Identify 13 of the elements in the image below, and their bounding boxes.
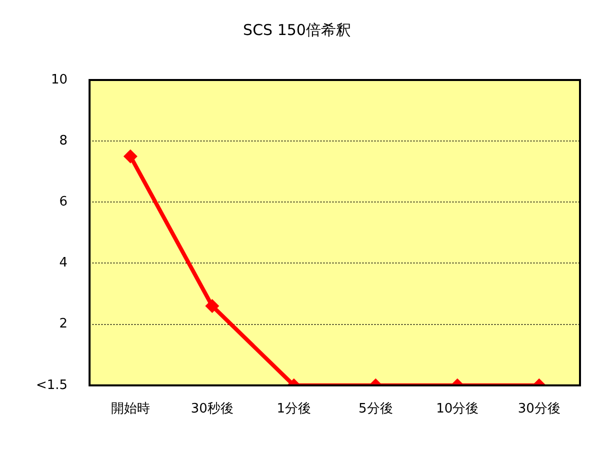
x-tick-label: 30分後 [518, 402, 560, 417]
y-tick-label: 10 [51, 72, 68, 88]
y-tick-label: 6 [59, 194, 68, 210]
x-tick-label: 5分後 [358, 402, 393, 417]
y-tick-label: <1.5 [36, 378, 68, 393]
chart-title: SCS 150倍希釈 [243, 20, 351, 39]
x-tick-label: 開始時 [110, 402, 150, 417]
y-tick-label: 4 [59, 256, 68, 271]
y-tick-label: 8 [59, 133, 68, 148]
x-tick-label: 1分後 [276, 402, 312, 417]
x-tick-label: 30秒後 [190, 402, 234, 417]
x-tick-label: 10分後 [436, 402, 479, 417]
y-tick-label: 2 [59, 316, 68, 332]
